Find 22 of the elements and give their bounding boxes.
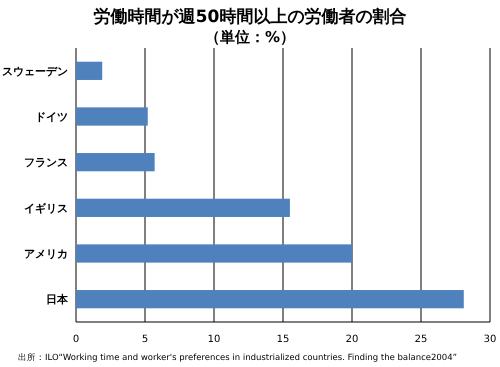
y-tick-label: アメリカ	[24, 248, 68, 260]
text: 出所：ILO“Working time and worker's preferences in industrialized countries. Finding the balance2004”	[18, 352, 458, 363]
y-tick-label: スウェーデン	[2, 64, 68, 78]
y-tick-label: フランス	[24, 156, 68, 170]
y-tick-label: ドイツ	[35, 110, 68, 124]
x-tick-label: 25	[414, 334, 428, 345]
y-tick-label: 日本	[46, 293, 69, 306]
bar	[76, 244, 352, 263]
bar	[76, 198, 290, 217]
x-tick-label: 30	[484, 334, 496, 345]
bar	[76, 153, 155, 172]
bar	[76, 62, 102, 80]
y-tick-label: イギリス	[24, 202, 68, 215]
x-tick-label: 15	[276, 334, 290, 345]
bar	[76, 290, 464, 308]
bar	[76, 107, 148, 126]
chart-title: 労働時間が週50時間以上の労働者の割合	[94, 7, 406, 27]
x-tick-label: 0	[72, 334, 80, 345]
x-tick-label: 20	[346, 334, 358, 345]
x-tick-label: 10	[208, 334, 220, 345]
chart-subtitle: （単位：%）	[204, 28, 296, 46]
x-tick-label: 5	[142, 334, 148, 345]
